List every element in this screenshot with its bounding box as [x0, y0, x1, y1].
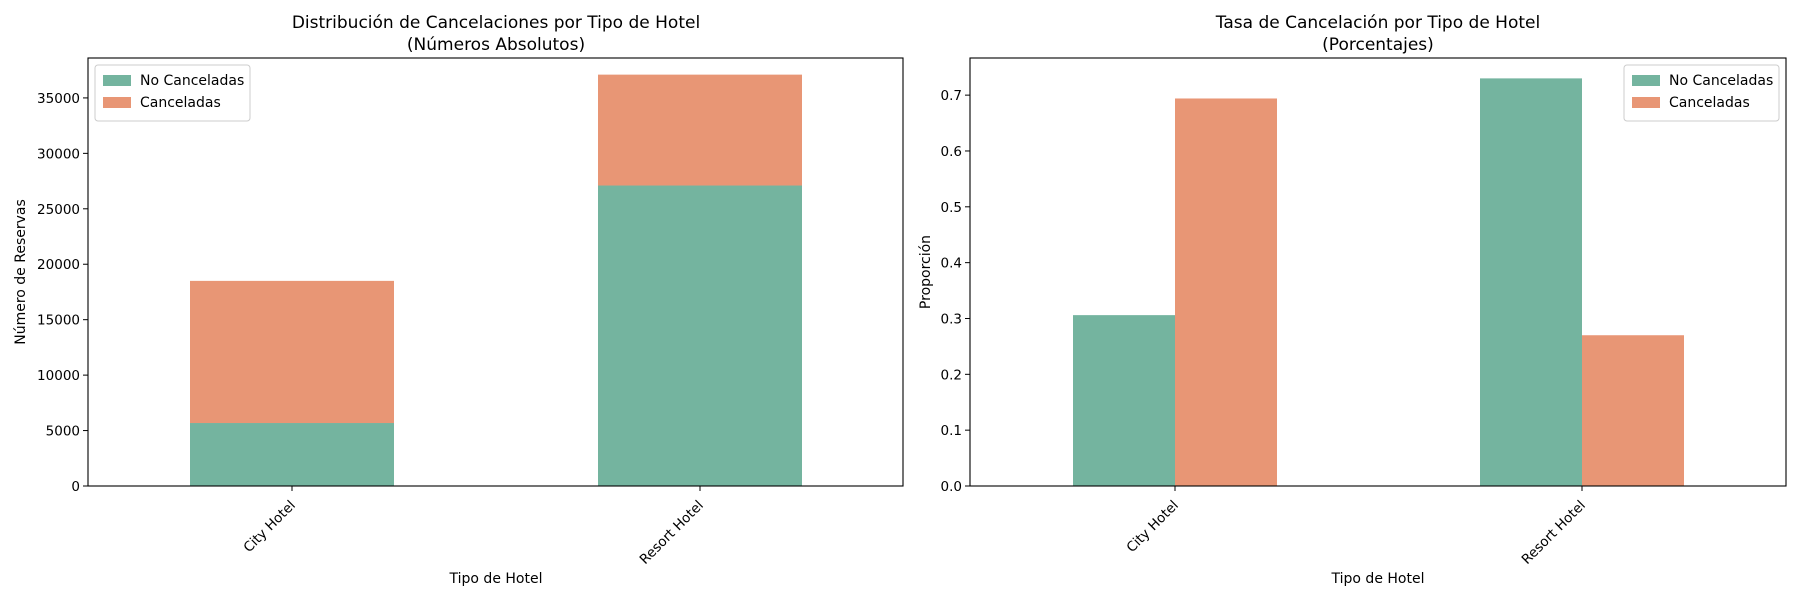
plot-frame: [969, 57, 1787, 487]
y-ticks: 0.0 0.1 0.2 0.3 0.4 0.5 0.6 0.7: [941, 88, 970, 495]
y-tick-label: 0.2: [941, 367, 962, 383]
y-tick-label: 0.7: [941, 88, 962, 104]
legend-swatch: [1632, 97, 1660, 108]
plot-frame: [87, 57, 904, 487]
bar-no-canceladas-0: [190, 423, 394, 486]
bar-canceladas-1: [1582, 335, 1684, 486]
chart-title-line1: Tasa de Cancelación por Tipo de Hotel: [1215, 13, 1540, 33]
y-tick-label: 0.5: [941, 200, 962, 216]
y-tick-label: 30000: [37, 146, 80, 162]
chart-absolute-numbers: Distribución de Cancelaciones por Tipo d…: [13, 13, 904, 587]
bar-canceladas-1: [598, 74, 802, 186]
x-axis-label: Tipo de Hotel: [1331, 571, 1425, 587]
y-tick-label: 0.1: [941, 423, 962, 439]
y-tick-label: 0.6: [941, 144, 962, 160]
y-tick-label: 20000: [37, 257, 80, 273]
y-ticks: 0 5000 10000 15000 20000 25000 30000 35000: [37, 91, 88, 495]
y-tick-label: 35000: [37, 91, 80, 107]
bar-no-canceladas-1: [598, 185, 802, 487]
legend: No Canceladas Canceladas: [1623, 64, 1780, 122]
legend-box: [94, 64, 251, 122]
bars-group: [190, 74, 802, 487]
y-tick-label: 10000: [37, 368, 80, 384]
bars-group: [1073, 78, 1684, 486]
legend-label: No Canceladas: [1669, 73, 1773, 89]
y-tick-label: 15000: [37, 313, 80, 329]
legend: No Canceladas Canceladas: [94, 64, 251, 122]
bar-canceladas-0: [190, 280, 394, 424]
bar-canceladas-0: [1175, 98, 1277, 486]
legend-swatch: [103, 97, 131, 108]
legend-box: [1623, 64, 1780, 122]
chart-title-line2: (Números Absolutos): [407, 35, 585, 55]
bar-no-canceladas-0: [1073, 315, 1175, 486]
legend-label: No Canceladas: [140, 73, 244, 89]
y-tick-label: 25000: [37, 202, 80, 218]
legend-swatch: [1632, 75, 1660, 86]
y-tick-label: 0.4: [941, 256, 962, 272]
y-axis-label: Número de Reservas: [13, 199, 29, 345]
chart-title-line1: Distribución de Cancelaciones por Tipo d…: [292, 13, 700, 33]
legend-label: Canceladas: [1669, 95, 1750, 111]
y-axis-label: Proporción: [918, 235, 934, 309]
legend-swatch: [103, 75, 131, 86]
x-axis-label: Tipo de Hotel: [449, 571, 543, 587]
legend-label: Canceladas: [140, 95, 221, 111]
y-tick-label: 0.0: [941, 479, 962, 495]
chart-title-line2: (Porcentajes): [1322, 35, 1434, 55]
y-tick-label: 0: [71, 479, 80, 495]
bar-no-canceladas-1: [1480, 78, 1582, 486]
y-tick-label: 5000: [46, 424, 80, 440]
y-tick-label: 0.3: [941, 311, 962, 327]
